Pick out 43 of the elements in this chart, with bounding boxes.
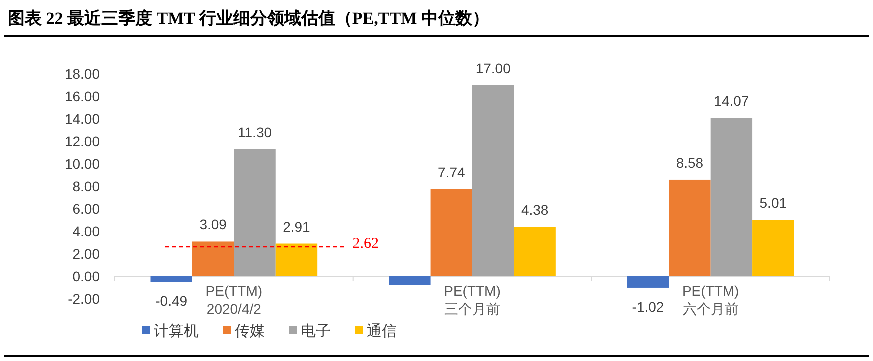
data-label: -1.02 [632,298,664,315]
y-tick-label: -2.00 [68,291,100,307]
bar [669,180,711,276]
y-tick-label: 8.00 [72,178,100,194]
bar [234,149,276,276]
data-label: -0.49 [156,293,188,310]
bar [150,276,192,282]
bar [430,189,472,276]
bar [389,276,431,286]
ref-line-label: 2.62 [352,236,380,252]
legend-label: 计算机 [154,323,199,340]
data-label: 2.91 [283,218,311,235]
data-label: 4.38 [521,202,549,218]
y-tick-label: 2.00 [72,246,100,262]
bar [276,244,318,276]
chart-title: 图表 22 最近三季度 TMT 行业细分领域估值（PE,TTM 中位数） [8,9,490,28]
data-label: 3.09 [200,216,228,233]
legend-label: 电子 [301,323,331,340]
bar [752,220,794,276]
bar [514,227,556,276]
bar [472,85,514,276]
y-tick-label: 18.00 [64,66,100,82]
data-label: 7.74 [438,164,466,180]
x-tick-label: PE(TTM) 六个月前 [682,283,740,317]
x-tick-label: PE(TTM) 2020/4/2 [206,283,263,317]
bar [192,242,234,276]
data-label: 14.07 [714,93,750,110]
bar [627,276,670,288]
data-label: 8.58 [676,154,704,171]
y-tick-label: 16.00 [64,88,100,104]
data-label: 17.00 [476,60,512,76]
y-tick-label: 0.00 [72,268,100,284]
y-tick-label: 14.00 [64,111,100,127]
y-tick-label: 6.00 [72,201,100,217]
y-tick-label: 12.00 [64,134,100,150]
legend-label: 通信 [367,323,397,340]
y-tick-label: 10.00 [64,156,100,172]
bar [710,118,753,276]
y-tick-label: 4.00 [72,224,100,240]
legend-label: 传媒 [235,323,265,340]
data-label: 5.01 [760,195,788,212]
data-label: 11.30 [238,124,272,140]
x-tick-label: PE(TTM) 三个月前 [444,283,501,317]
